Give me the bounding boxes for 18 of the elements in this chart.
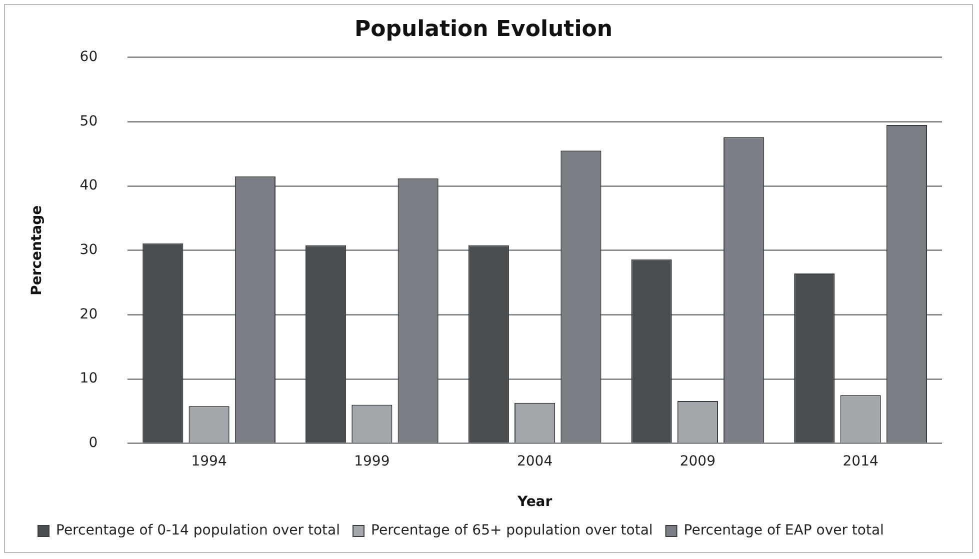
x-tick-label: 2009 <box>680 453 716 470</box>
x-axis-title: Year <box>516 494 552 510</box>
y-tick-label: 40 <box>80 178 98 194</box>
x-tick-label: 1999 <box>354 453 390 470</box>
y-tick-label: 20 <box>80 306 98 322</box>
y-tick-label: 10 <box>80 370 98 387</box>
y-axis-title: Percentage <box>29 205 46 296</box>
x-tick-label: 1994 <box>191 453 227 470</box>
y-tick-label: 30 <box>80 242 98 258</box>
legend-label: Percentage of 0-14 population over total <box>56 522 340 539</box>
x-tick-label: 2004 <box>516 453 553 470</box>
y-tick-label: 60 <box>80 49 98 66</box>
x-tick-label: 2014 <box>842 453 878 470</box>
y-tick-label: 50 <box>80 113 98 130</box>
y-tick-label: 0 <box>88 435 98 452</box>
chart-title: Population Evolution <box>354 16 613 42</box>
legend-label: Percentage of 65+ population over total <box>371 522 653 539</box>
legend-label: Percentage of EAP over total <box>684 522 884 539</box>
